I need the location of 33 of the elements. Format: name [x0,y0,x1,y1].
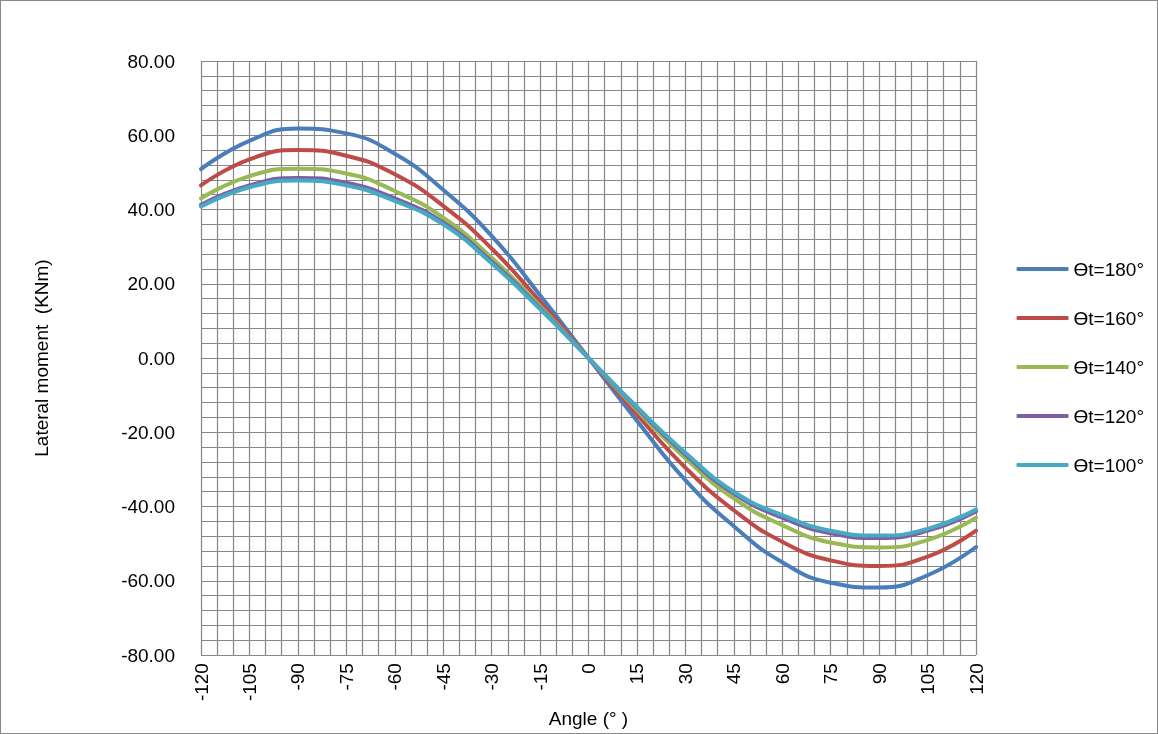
x-tick-label: -30 [481,663,503,691]
y-tick-label: 0.00 [138,347,175,369]
x-tick-label: -15 [529,663,551,691]
y-tick-label: -60.00 [121,570,175,592]
x-tick-label: -60 [384,663,406,691]
legend-label: Ɵt=140° [1073,356,1144,378]
y-tick-label: 60.00 [127,124,175,146]
y-tick-label: 20.00 [127,273,175,295]
x-tick-label: 120 [965,663,987,695]
y-tick-label: -40.00 [121,496,175,518]
x-tick-label: 105 [917,663,939,695]
x-tick-label: 0 [578,663,599,674]
y-tick-label: -80.00 [121,644,175,666]
x-tick-label: -90 [287,663,309,691]
legend-label: Ɵt=120° [1073,405,1144,427]
x-tick-label: -105 [238,663,260,702]
x-tick-label: 60 [771,663,793,685]
y-tick-label: 80.00 [127,50,175,72]
y-tick-label: -20.00 [121,421,175,443]
y-tick-label: 40.00 [127,199,175,221]
x-tick-label: 30 [674,663,696,685]
x-axis-title: Angle (° ) [548,708,629,729]
legend-label: Ɵt=100° [1073,454,1144,476]
x-tick-label: 45 [723,663,745,685]
x-tick-label: -45 [432,663,454,691]
x-tick-label: 75 [820,663,842,685]
x-tick-label: -75 [335,663,357,691]
y-axis-title: Lateral moment (KNm) [31,259,52,457]
x-tick-label: 90 [868,663,890,685]
x-tick-label: 15 [626,663,648,685]
legend-label: Ɵt=160° [1073,307,1144,329]
legend-label: Ɵt=180° [1073,258,1144,280]
x-tick-label: -120 [190,663,212,702]
